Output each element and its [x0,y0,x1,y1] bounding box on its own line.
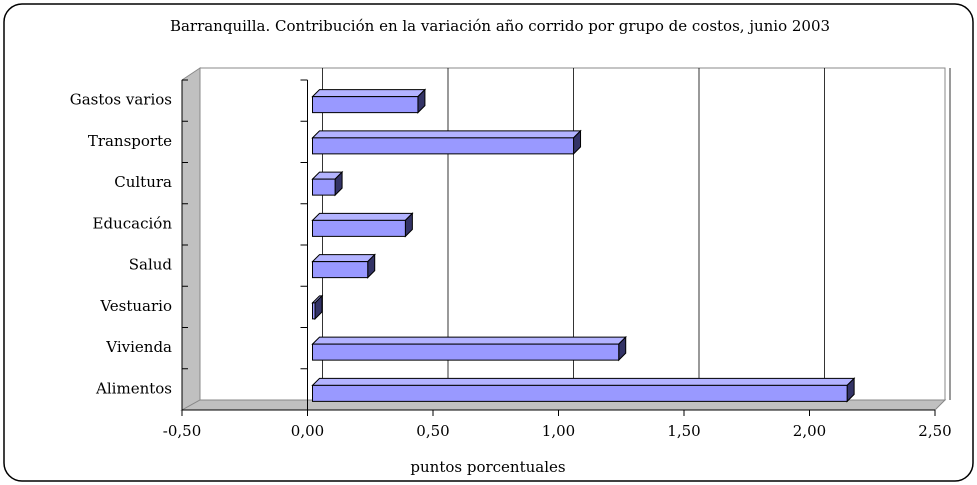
bar-top [311,254,376,263]
x-tick-label: 2,50 [918,422,951,440]
bar-top [311,377,856,386]
bar [312,261,369,279]
y-tick-label: Alimentos [95,379,172,397]
x-tick-label: 2,00 [793,422,826,440]
x-tick-label: -0,50 [163,422,201,440]
bar [312,219,406,237]
bar-top [311,89,427,98]
bar [312,178,336,196]
bar-top [311,212,414,221]
x-tick-label: 1,00 [542,422,575,440]
y-tick-label: Educación [93,214,173,232]
y-tick-label: Cultura [114,173,172,191]
bar-top [311,336,627,345]
chart-title: Barranquilla. Contribución en la variaci… [169,17,831,35]
x-tick-label: 0,50 [416,422,449,440]
bar [312,343,620,361]
y-tick-label: Salud [129,256,173,274]
bar [312,137,575,155]
y-tick-label: Gastos varios [70,91,172,109]
x-tick-label: 0,00 [291,422,324,440]
side-wall [181,67,201,411]
y-tick-label: Vestuario [99,297,172,315]
x-axis-title: puntos porcentuales [410,458,565,476]
bar [312,384,848,402]
y-tick-label: Transporte [88,132,172,150]
bar [312,96,419,114]
x-tick-label: 1,50 [667,422,700,440]
y-tick-label: Vivienda [105,338,172,356]
bar-top [311,130,582,139]
bar [312,302,316,320]
